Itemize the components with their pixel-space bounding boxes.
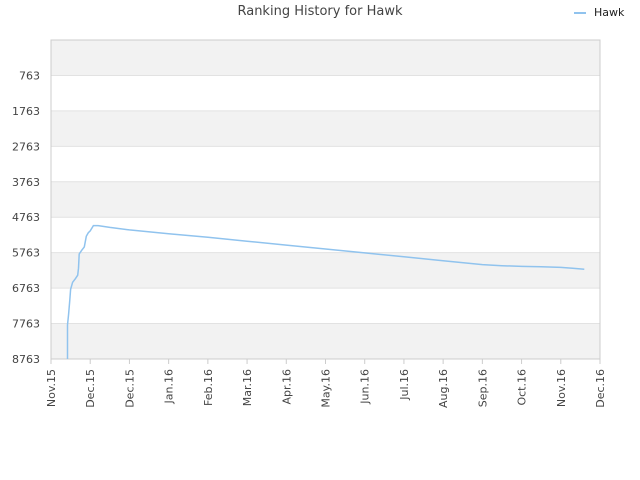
grid-band [51,217,600,253]
x-tick-label: Dec.15 [84,369,97,408]
grid-band [51,323,600,359]
y-tick-label: 2763 [12,140,40,153]
y-tick-label: 4763 [12,211,40,224]
y-tick-label: 6763 [12,282,40,295]
y-tick-label: 3763 [12,176,40,189]
x-tick-label: Aug.16 [437,369,450,408]
y-tick-label: 7763 [12,318,40,331]
x-tick-label: Oct.16 [516,369,529,406]
legend-label: Hawk [594,6,625,19]
grid-band [51,110,600,147]
x-tick-label: Nov.16 [555,369,568,407]
x-tick-label: Dec.15 [123,369,136,408]
grid-band [51,146,600,182]
x-tick-label: Mar.16 [241,369,254,406]
chart-title: Ranking History for Hawk [237,4,403,19]
grid-band [51,75,600,111]
y-tick-label: 763 [19,69,40,82]
x-tick-label: Jan.16 [163,369,176,404]
x-tick-label: May.16 [320,369,333,408]
grid-band [51,252,600,289]
grid-band [51,40,600,76]
x-tick-label: Dec.16 [594,369,607,408]
x-tick-label: Apr.16 [280,369,293,405]
x-tick-label: Sep.16 [476,369,489,407]
x-tick-label: Jul.16 [398,369,411,401]
x-tick-label: Feb.16 [202,369,215,406]
x-tick-label: Nov.15 [45,369,58,407]
x-tick-label: Jun.16 [359,369,372,405]
legend-swatch [574,11,586,14]
y-tick-label: 5763 [12,247,40,260]
grid-band [51,181,600,218]
y-tick-label: 8763 [12,353,40,366]
grid-band [51,288,600,324]
legend[interactable]: Hawk [574,6,624,19]
y-tick-label: 1763 [12,105,40,118]
series-line-hawk [66,224,585,359]
